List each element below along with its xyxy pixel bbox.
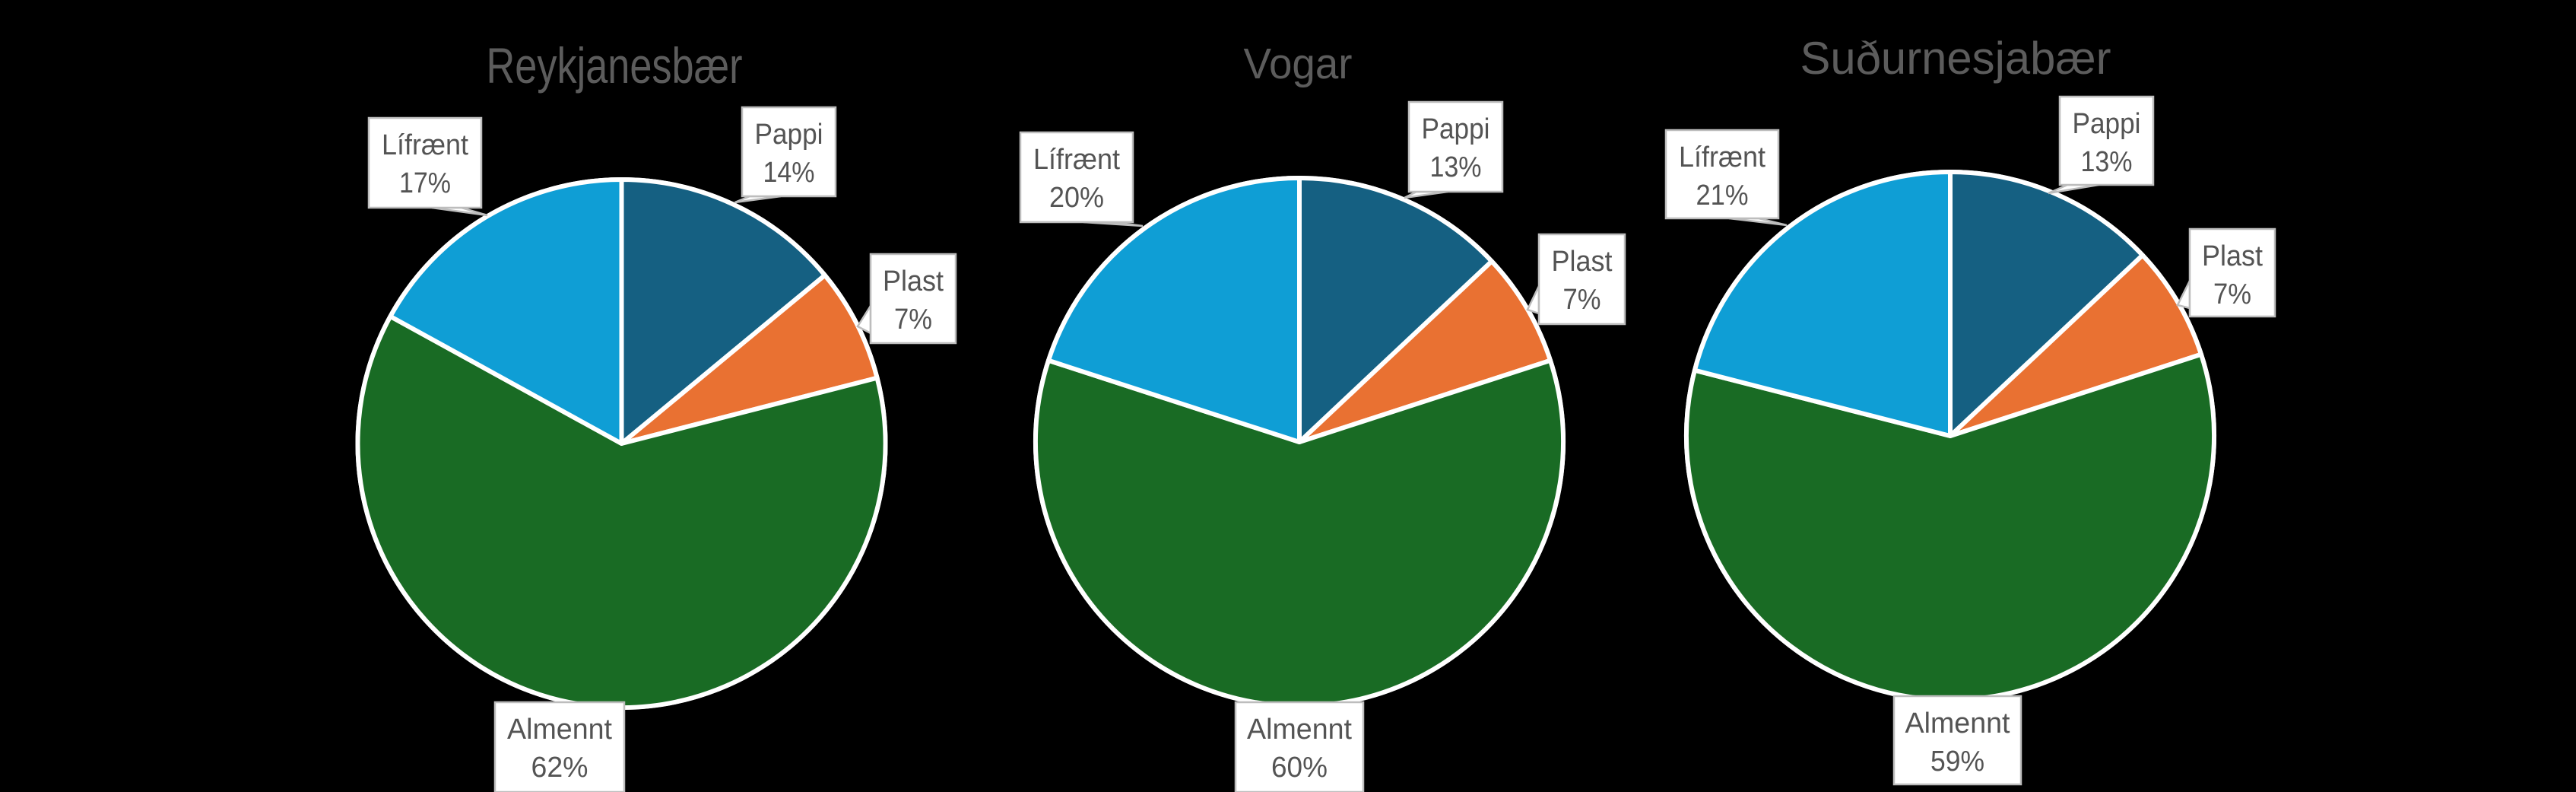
svg-text:Vogar: Vogar [1244,40,1353,88]
svg-text:20%: 20% [1049,182,1104,214]
svg-text:7%: 7% [894,304,932,336]
svg-text:Pappi: Pappi [2073,108,2141,140]
svg-text:Plast: Plast [1552,246,1613,278]
svg-text:62%: 62% [531,752,588,784]
svg-text:Lífrænt: Lífrænt [1033,144,1120,176]
svg-text:Pappi: Pappi [1422,113,1490,145]
svg-text:Pappi: Pappi [755,119,823,151]
svg-text:7%: 7% [2213,278,2251,310]
svg-text:Plast: Plast [2202,240,2263,272]
svg-text:60%: 60% [1271,752,1328,784]
svg-text:Almennt: Almennt [1905,708,2010,740]
svg-text:Almennt: Almennt [507,714,612,746]
svg-text:13%: 13% [2081,146,2133,178]
svg-text:Lífrænt: Lífrænt [1679,142,1765,173]
svg-text:21%: 21% [1696,180,1749,212]
svg-text:14%: 14% [763,157,815,189]
svg-text:13%: 13% [1430,151,1482,183]
svg-text:59%: 59% [1930,746,1984,778]
svg-text:Almennt: Almennt [1247,714,1352,746]
svg-text:Reykjanesbær: Reykjanesbær [487,37,743,94]
svg-text:Plast: Plast [883,266,944,297]
svg-text:7%: 7% [1563,284,1601,316]
svg-text:17%: 17% [399,167,451,199]
svg-text:Lífrænt: Lífrænt [382,129,468,161]
svg-text:Suðurnesjabær: Suðurnesjabær [1800,33,2111,84]
